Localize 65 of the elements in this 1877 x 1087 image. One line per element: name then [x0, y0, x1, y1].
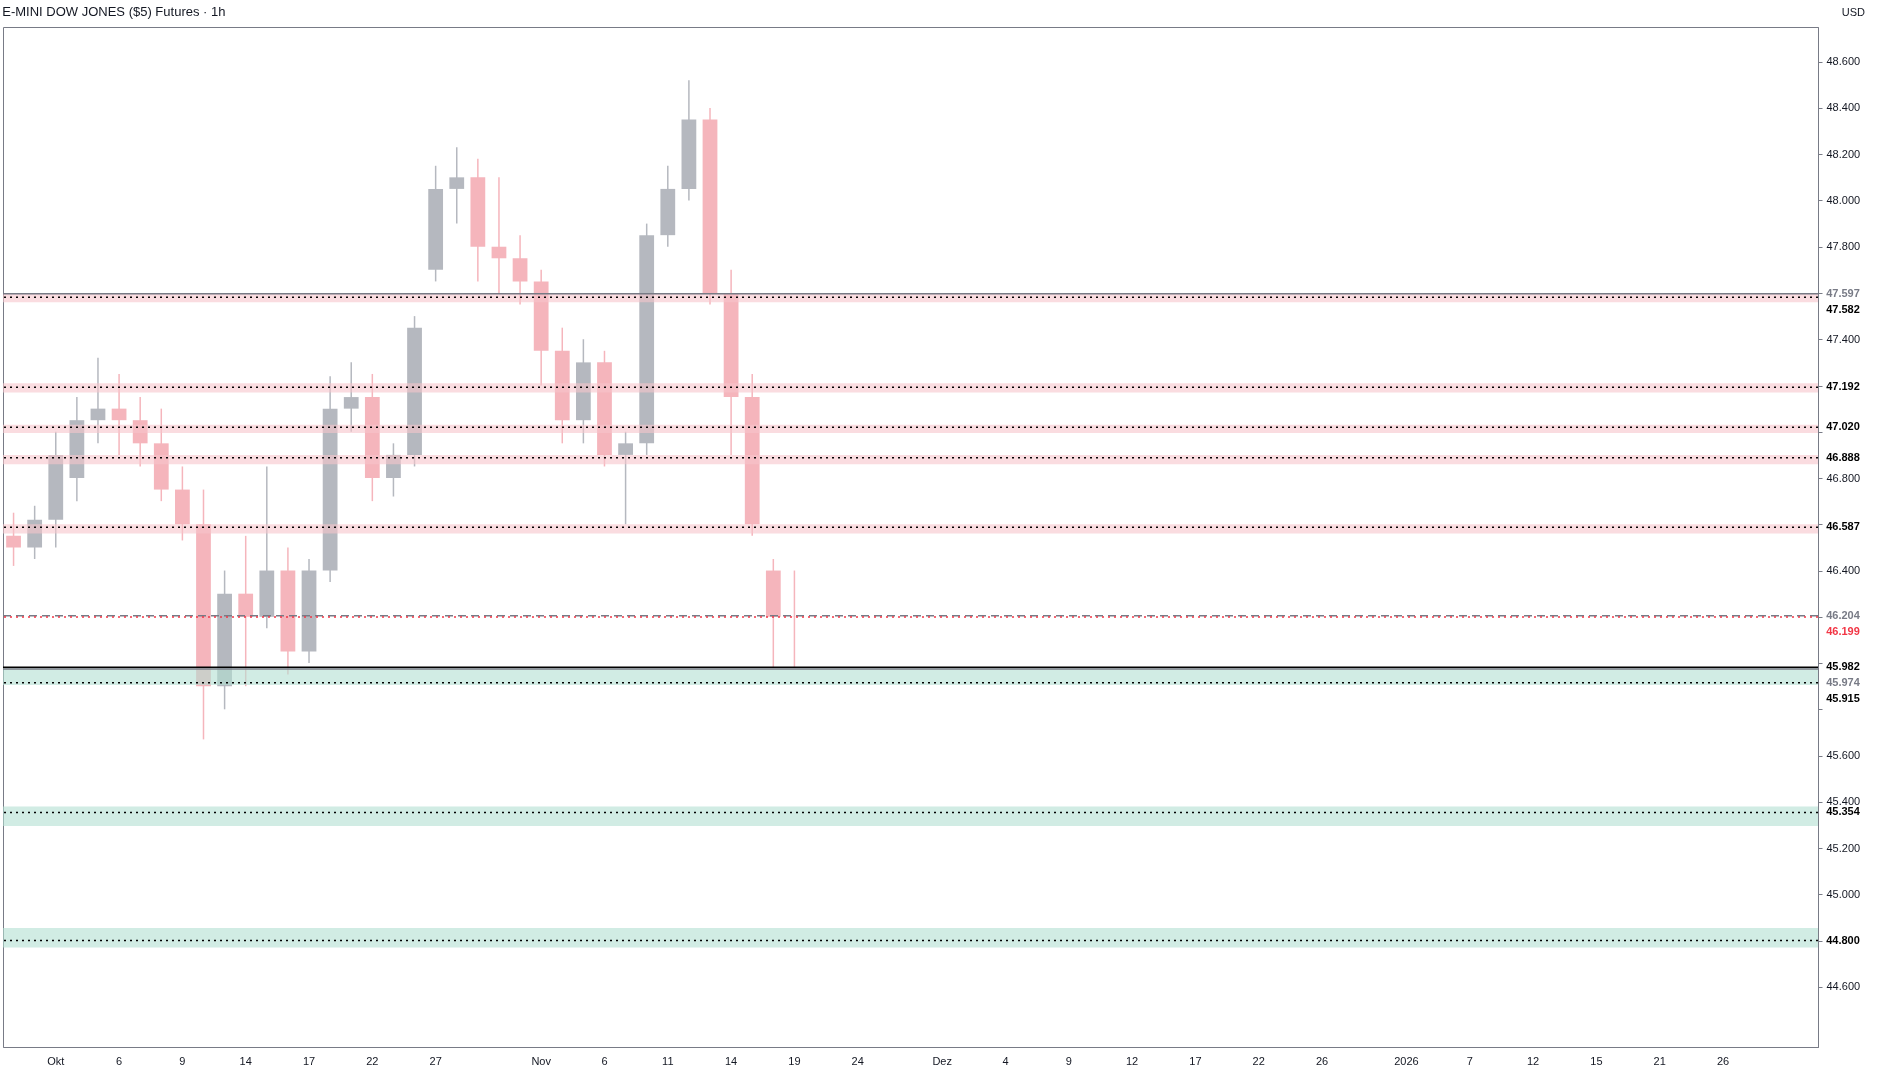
y-tick-label: 48.600 [1826, 55, 1861, 68]
x-tick-label: 22 [366, 1054, 379, 1067]
x-tick-label: 11 [662, 1054, 674, 1067]
x-tick-label: 22 [1252, 1054, 1265, 1067]
x-tick-label: 6 [601, 1054, 608, 1067]
x-tick-label: 17 [1189, 1054, 1202, 1067]
ref-line-label: 47.192 [1826, 380, 1860, 393]
x-tick-label: 14 [724, 1054, 738, 1067]
ref-line-label: 46.888 [1826, 450, 1860, 463]
candlestick [343, 361, 359, 433]
candlestick [491, 176, 507, 294]
ref-line-label: 47.020 [1826, 420, 1860, 433]
x-tick-label: 19 [788, 1054, 801, 1067]
y-tick-label: 45.000 [1826, 887, 1861, 900]
text: USD [1841, 6, 1865, 18]
x-tick-label: 17 [302, 1054, 316, 1067]
y-tick-label: 45.400 [1826, 795, 1861, 808]
ref-line-label: 45.354 [1826, 805, 1861, 818]
chart-title: E-MINI DOW JONES ($5) Futures · 1h [2, 4, 226, 19]
ref-line-label: 45.915 [1826, 692, 1860, 705]
ref-line-label: 46.204 [1826, 608, 1861, 621]
ref-line-label: 45.982 [1826, 660, 1860, 673]
ref-line-label: 45.974 [1826, 676, 1861, 689]
candlestick [238, 535, 254, 687]
ref-line-label: 46.587 [1826, 520, 1860, 533]
y-tick-label: 45.600 [1826, 749, 1861, 762]
x-tick-label: 26 [1716, 1054, 1730, 1067]
x-tick-label: 21 [1653, 1054, 1666, 1067]
candlestick [512, 234, 528, 306]
x-tick-label: 4 [1002, 1054, 1009, 1067]
ref-line-label: 44.800 [1826, 933, 1860, 946]
x-tick-label: 15 [1590, 1054, 1603, 1067]
x-tick-label: 24 [851, 1054, 864, 1067]
candlestick [111, 373, 127, 456]
y-tick-label: 48.000 [1826, 193, 1861, 206]
candlestick [618, 431, 633, 526]
candlestick [386, 442, 401, 498]
ref-line-label: 47.597 [1826, 286, 1860, 299]
x-tick-label: 12 [1125, 1054, 1139, 1067]
y-tick-label: 44.600 [1826, 980, 1861, 993]
candlestick [90, 357, 106, 445]
candlestick [6, 511, 21, 567]
y-tick-label: 47.400 [1826, 332, 1861, 345]
x-tick-label: Nov [531, 1054, 552, 1067]
ref-line-label: 47.582 [1826, 302, 1860, 315]
y-tick-label: 46.800 [1826, 471, 1861, 484]
x-tick-label: 9 [1065, 1054, 1072, 1067]
x-tick-label: 26 [1315, 1054, 1329, 1067]
x-tick-label: Okt [47, 1054, 65, 1067]
x-tick-label: 14 [239, 1054, 252, 1067]
candlestick [132, 396, 148, 468]
x-tick-label: Dez [932, 1054, 952, 1067]
y-tick-label: 48.400 [1826, 101, 1861, 114]
y-tick-label: 47.800 [1826, 240, 1861, 253]
y-tick-label: 45.200 [1826, 841, 1861, 854]
candlestick [449, 146, 465, 225]
y-tick-label: 46.400 [1826, 564, 1861, 577]
x-tick-label: 6 [116, 1054, 123, 1067]
x-tick-label: 2026 [1394, 1054, 1419, 1067]
y-tick-label: 48.200 [1826, 147, 1861, 160]
x-tick-label: 27 [429, 1054, 442, 1067]
x-tick-label: 9 [179, 1054, 186, 1067]
ref-line-label: 46.199 [1826, 624, 1860, 637]
x-tick-label: 7 [1466, 1054, 1473, 1067]
x-tick-label: 12 [1526, 1054, 1540, 1067]
